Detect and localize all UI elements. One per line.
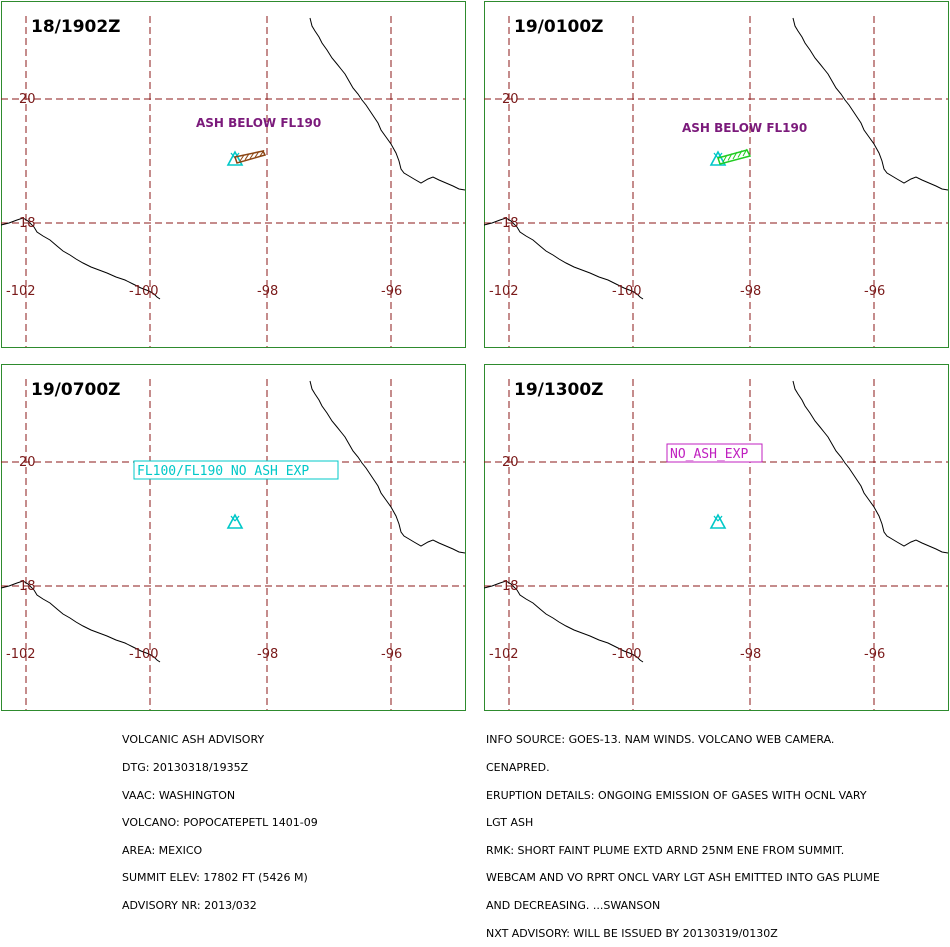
latitude-label: 20 (19, 455, 36, 470)
map-panel-1: 20 18 -102 -100 -98 -96 ASH BELOW FL190 18/190… (1, 1, 466, 348)
map-canvas: 20 18 -102 -100 -98 -96 ASH BELOW FL190 (1, 1, 466, 348)
coastline-pacific (484, 217, 644, 300)
advisory-line: AND DECREASING. ...SWANSON (486, 899, 661, 913)
panel-frame (1, 364, 466, 711)
longitude-label: -100 (129, 284, 159, 299)
map-canvas: 20 18 -102 -100 -98 -96 NO_ASH_EXP (484, 364, 949, 711)
advisory-line: ADVISORY NR: 2013/032 (122, 899, 257, 913)
ash-level-label: ASH BELOW FL190 (196, 116, 321, 130)
coastline-gulf (309, 17, 466, 191)
advisory-header-text: VOLCANIC ASH ADVISORY DTG: 20130318/1935… (122, 717, 318, 919)
volcano-triangle-icon (226, 513, 244, 529)
longitude-label: -96 (381, 647, 402, 662)
latitude-label: 20 (502, 455, 519, 470)
latitude-label: 20 (502, 92, 519, 107)
latitude-label: 18 (19, 216, 36, 231)
map-panel-4: 20 18 -102 -100 -98 -96 NO_ASH_EXP 19/1300Z (484, 364, 949, 711)
panel-time-label: 19/0100Z (514, 17, 604, 37)
coastline-pacific (1, 580, 161, 663)
coastline-gulf (792, 380, 949, 554)
ash-plume-hatch (239, 149, 265, 162)
latitude-label: 18 (502, 579, 519, 594)
longitude-label: -102 (489, 284, 519, 299)
panel-frame (484, 1, 949, 348)
coastline-pacific (1, 217, 161, 300)
advisory-line: INFO SOURCE: GOES-13. NAM WINDS. VOLCANO… (486, 733, 835, 747)
advisory-line: RMK: SHORT FAINT PLUME EXTD ARND 25NM EN… (486, 843, 845, 857)
longitude-label: -96 (864, 647, 885, 662)
longitude-label: -102 (489, 647, 519, 662)
ash-status-label: FL100/FL190 NO ASH EXP (137, 464, 309, 479)
map-panel-3: 20 18 -102 -100 -98 -96 FL100/FL190 NO ASH EXP… (1, 364, 466, 711)
advisory-line: LGT ASH (486, 816, 534, 830)
panel-time-label: 19/1300Z (514, 380, 604, 400)
panel-time-label: 19/0700Z (31, 380, 121, 400)
latitude-label: 18 (502, 216, 519, 231)
latitude-label: 20 (19, 92, 36, 107)
longitude-label: -100 (612, 647, 642, 662)
volcano-triangle-icon (709, 513, 727, 529)
ash-plume-hatch (722, 148, 748, 163)
ash-level-label: ASH BELOW FL190 (682, 121, 807, 135)
longitude-label: -98 (740, 647, 761, 662)
panel-frame (1, 1, 466, 348)
longitude-label: -102 (6, 647, 36, 662)
advisory-details-text: INFO SOURCE: GOES-13. NAM WINDS. VOLCANO… (486, 717, 880, 947)
longitude-label: -96 (381, 284, 402, 299)
coastline-gulf (309, 380, 466, 554)
panel-frame (484, 364, 949, 711)
advisory-line: NXT ADVISORY: WILL BE ISSUED BY 20130319… (486, 926, 778, 940)
coastline-gulf (792, 17, 949, 191)
longitude-label: -100 (612, 284, 642, 299)
longitude-label: -98 (257, 284, 278, 299)
panel-time-label: 18/1902Z (31, 17, 121, 37)
map-panel-2: 20 18 -102 -100 -98 -96 ASH BELOW FL190 19/010… (484, 1, 949, 348)
ash-status-label: NO_ASH_EXP (670, 447, 748, 462)
advisory-line: VAAC: WASHINGTON (122, 788, 236, 802)
longitude-label: -102 (6, 284, 36, 299)
advisory-line: SUMMIT ELEV: 17802 FT (5426 M) (122, 871, 308, 885)
advisory-line: WEBCAM AND VO RPRT ONCL VARY LGT ASH EMI… (486, 871, 880, 885)
longitude-label: -98 (257, 647, 278, 662)
map-canvas: 20 18 -102 -100 -98 -96 ASH BELOW FL190 (484, 1, 949, 348)
latitude-label: 18 (19, 579, 36, 594)
advisory-line: DTG: 20130318/1935Z (122, 761, 249, 775)
longitude-label: -100 (129, 647, 159, 662)
ash-status-box (133, 460, 339, 480)
longitude-label: -96 (864, 284, 885, 299)
advisory-line: VOLCANO: POPOCATEPETL 1401-09 (122, 816, 318, 830)
ash-plume-outline (717, 149, 752, 165)
coastline-pacific (484, 580, 644, 663)
advisory-line: VOLCANIC ASH ADVISORY (122, 733, 265, 747)
map-canvas: 20 18 -102 -100 -98 -96 FL100/FL190 NO ASH EXP (1, 364, 466, 711)
advisory-line: AREA: MEXICO (122, 843, 203, 857)
ash-status-box (666, 443, 763, 463)
longitude-label: -98 (740, 284, 761, 299)
advisory-line: ERUPTION DETAILS: ONGOING EMISSION OF GA… (486, 788, 867, 802)
advisory-line: CENAPRED. (486, 761, 550, 775)
